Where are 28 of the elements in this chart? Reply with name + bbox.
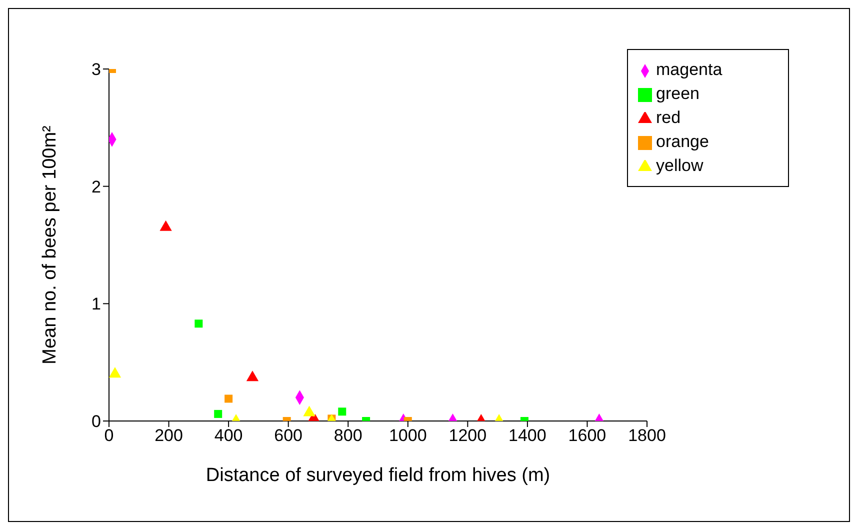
x-tick-label: 0	[104, 426, 114, 446]
point	[224, 394, 233, 403]
x-tick-label: 600	[274, 426, 303, 446]
y-tick-label: 2	[92, 177, 101, 196]
point	[338, 408, 346, 416]
point	[194, 320, 203, 328]
x-tick-label: 400	[214, 426, 243, 446]
y-tick-label: 3	[92, 60, 101, 80]
legend-label: orange	[656, 132, 709, 151]
x-tick-label: 200	[154, 426, 183, 446]
point	[246, 370, 259, 382]
point	[303, 406, 316, 416]
x-tick-label: 1200	[448, 426, 487, 446]
y-tick-label: 1	[92, 294, 101, 314]
point	[109, 367, 122, 378]
legend-label: yellow	[656, 156, 704, 175]
y-tick-label: 0	[92, 412, 101, 432]
point	[214, 410, 222, 418]
x-tick-label: 800	[334, 426, 362, 446]
legend-label: green	[656, 84, 700, 103]
y-axis-title: Mean no. of bees per 100m²	[40, 126, 61, 364]
legend-label: magenta	[656, 60, 722, 79]
x-tick-label: 1800	[628, 426, 666, 446]
x-tick-label: 1400	[508, 426, 546, 446]
x-tick-label: 1000	[388, 426, 427, 446]
x-tick-label: 1600	[568, 426, 606, 446]
x-axis-title: Distance of surveyed field from hives (m)	[206, 465, 550, 486]
legend-label: red	[656, 108, 681, 127]
